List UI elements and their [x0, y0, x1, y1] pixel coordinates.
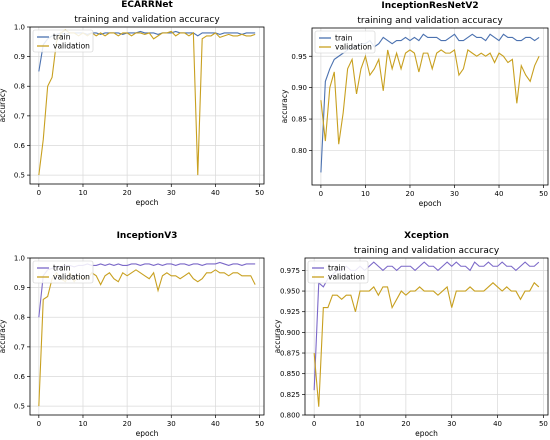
y-tick-label: 0.825: [280, 391, 300, 399]
chart-name: InceptionV3: [117, 231, 178, 241]
y-tick-label: 0.80: [291, 147, 307, 155]
legend-label: train: [335, 34, 353, 43]
x-tick-label: 40: [211, 420, 220, 428]
x-tick-label: 30: [167, 189, 176, 197]
x-tick-label: 40: [493, 420, 502, 428]
y-tick-label: 1.0: [14, 24, 25, 32]
x-tick-label: 40: [495, 190, 504, 198]
x-tick-label: 10: [79, 189, 88, 197]
y-tick-label: 0.85: [291, 116, 307, 124]
y-tick-label: 0.7: [14, 343, 25, 351]
legend-label: validation: [53, 42, 90, 51]
y-tick-label: 0.5: [14, 403, 25, 411]
chart-name: ECARRNet: [121, 0, 173, 10]
x-tick-label: 20: [123, 420, 132, 428]
y-tick-label: 0.8: [14, 314, 25, 322]
x-tick-label: 20: [123, 189, 132, 197]
legend-label: validation: [328, 273, 365, 282]
x-tick-label: 50: [539, 420, 548, 428]
y-tick-label: 0.9: [14, 53, 25, 61]
y-tick-label: 0.90: [291, 84, 307, 92]
chart-3: Xception training and validation accuracy…: [273, 231, 549, 438]
x-tick-label: 20: [406, 190, 415, 198]
x-tick-label: 0: [37, 420, 41, 428]
chart-2: InceptionV3 0 10 20 30 40 50 0.5 0.6 0.7 0.8 0.9 1.0…: [0, 231, 265, 438]
plot-area: [312, 28, 548, 185]
legend-label: validation: [335, 43, 372, 52]
x-axis-label: epoch: [415, 429, 438, 438]
x-tick-label: 50: [539, 190, 548, 198]
y-tick-label: 0.6: [14, 373, 26, 381]
x-tick-label: 30: [450, 190, 459, 198]
y-tick-label: 1.0: [14, 255, 25, 263]
plot-area: [30, 27, 264, 184]
y-axis-label: accuracy: [273, 319, 282, 353]
chart-title: training and validation accuracy: [354, 246, 500, 256]
chart-name: Xception: [404, 231, 449, 241]
x-tick-label: 20: [401, 420, 410, 428]
y-axis-label: accuracy: [0, 319, 7, 353]
x-axis-label: epoch: [136, 429, 159, 438]
chart-title: training and validation accuracy: [357, 16, 503, 26]
y-tick-label: 0.875: [280, 350, 300, 358]
y-axis-label: accuracy: [0, 88, 7, 122]
y-tick-label: 0.95: [291, 53, 307, 61]
x-tick-label: 0: [312, 420, 316, 428]
y-tick-label: 0.950: [280, 288, 300, 296]
y-tick-label: 0.975: [280, 267, 300, 275]
y-tick-label: 0.800: [280, 412, 300, 420]
legend-label: train: [53, 264, 71, 273]
plot-frame: [29, 26, 265, 185]
plot-area: [305, 258, 548, 415]
plot-frame: [29, 257, 265, 416]
plot-frame: [304, 257, 549, 416]
plot-area: [30, 258, 264, 415]
x-axis-label: epoch: [419, 199, 442, 208]
y-axis-label: accuracy: [280, 89, 289, 123]
x-tick-label: 50: [255, 420, 264, 428]
y-tick-label: 0.900: [280, 329, 300, 337]
x-tick-label: 10: [79, 420, 88, 428]
y-tick-label: 0.6: [14, 142, 26, 150]
chart-name: InceptionResNetV2: [381, 1, 478, 11]
x-tick-label: 30: [447, 420, 456, 428]
legend-label: train: [328, 264, 346, 273]
y-tick-label: 0.925: [280, 308, 300, 316]
x-tick-label: 0: [319, 190, 323, 198]
x-tick-label: 10: [361, 190, 370, 198]
x-axis-label: epoch: [136, 198, 159, 207]
chart-title: training and validation accuracy: [74, 15, 220, 25]
x-tick-label: 40: [211, 189, 220, 197]
series-line-validation: [313, 281, 540, 407]
chart-1: InceptionResNetV2 training and validation…: [280, 1, 549, 208]
series-line-validation: [320, 49, 540, 145]
legend-label: train: [53, 33, 71, 42]
x-tick-label: 10: [356, 420, 365, 428]
y-tick-label: 0.5: [14, 172, 25, 180]
y-tick-label: 0.9: [14, 284, 25, 292]
y-tick-label: 0.8: [14, 83, 25, 91]
chart-0: ECARRNet training and validation accuracy…: [0, 0, 265, 207]
plot-frame: [311, 27, 549, 186]
x-tick-label: 30: [167, 420, 176, 428]
x-tick-label: 0: [37, 189, 41, 197]
legend-label: validation: [53, 273, 90, 282]
x-tick-label: 50: [255, 189, 264, 197]
y-tick-label: 0.850: [280, 370, 300, 378]
y-tick-label: 0.7: [14, 112, 25, 120]
